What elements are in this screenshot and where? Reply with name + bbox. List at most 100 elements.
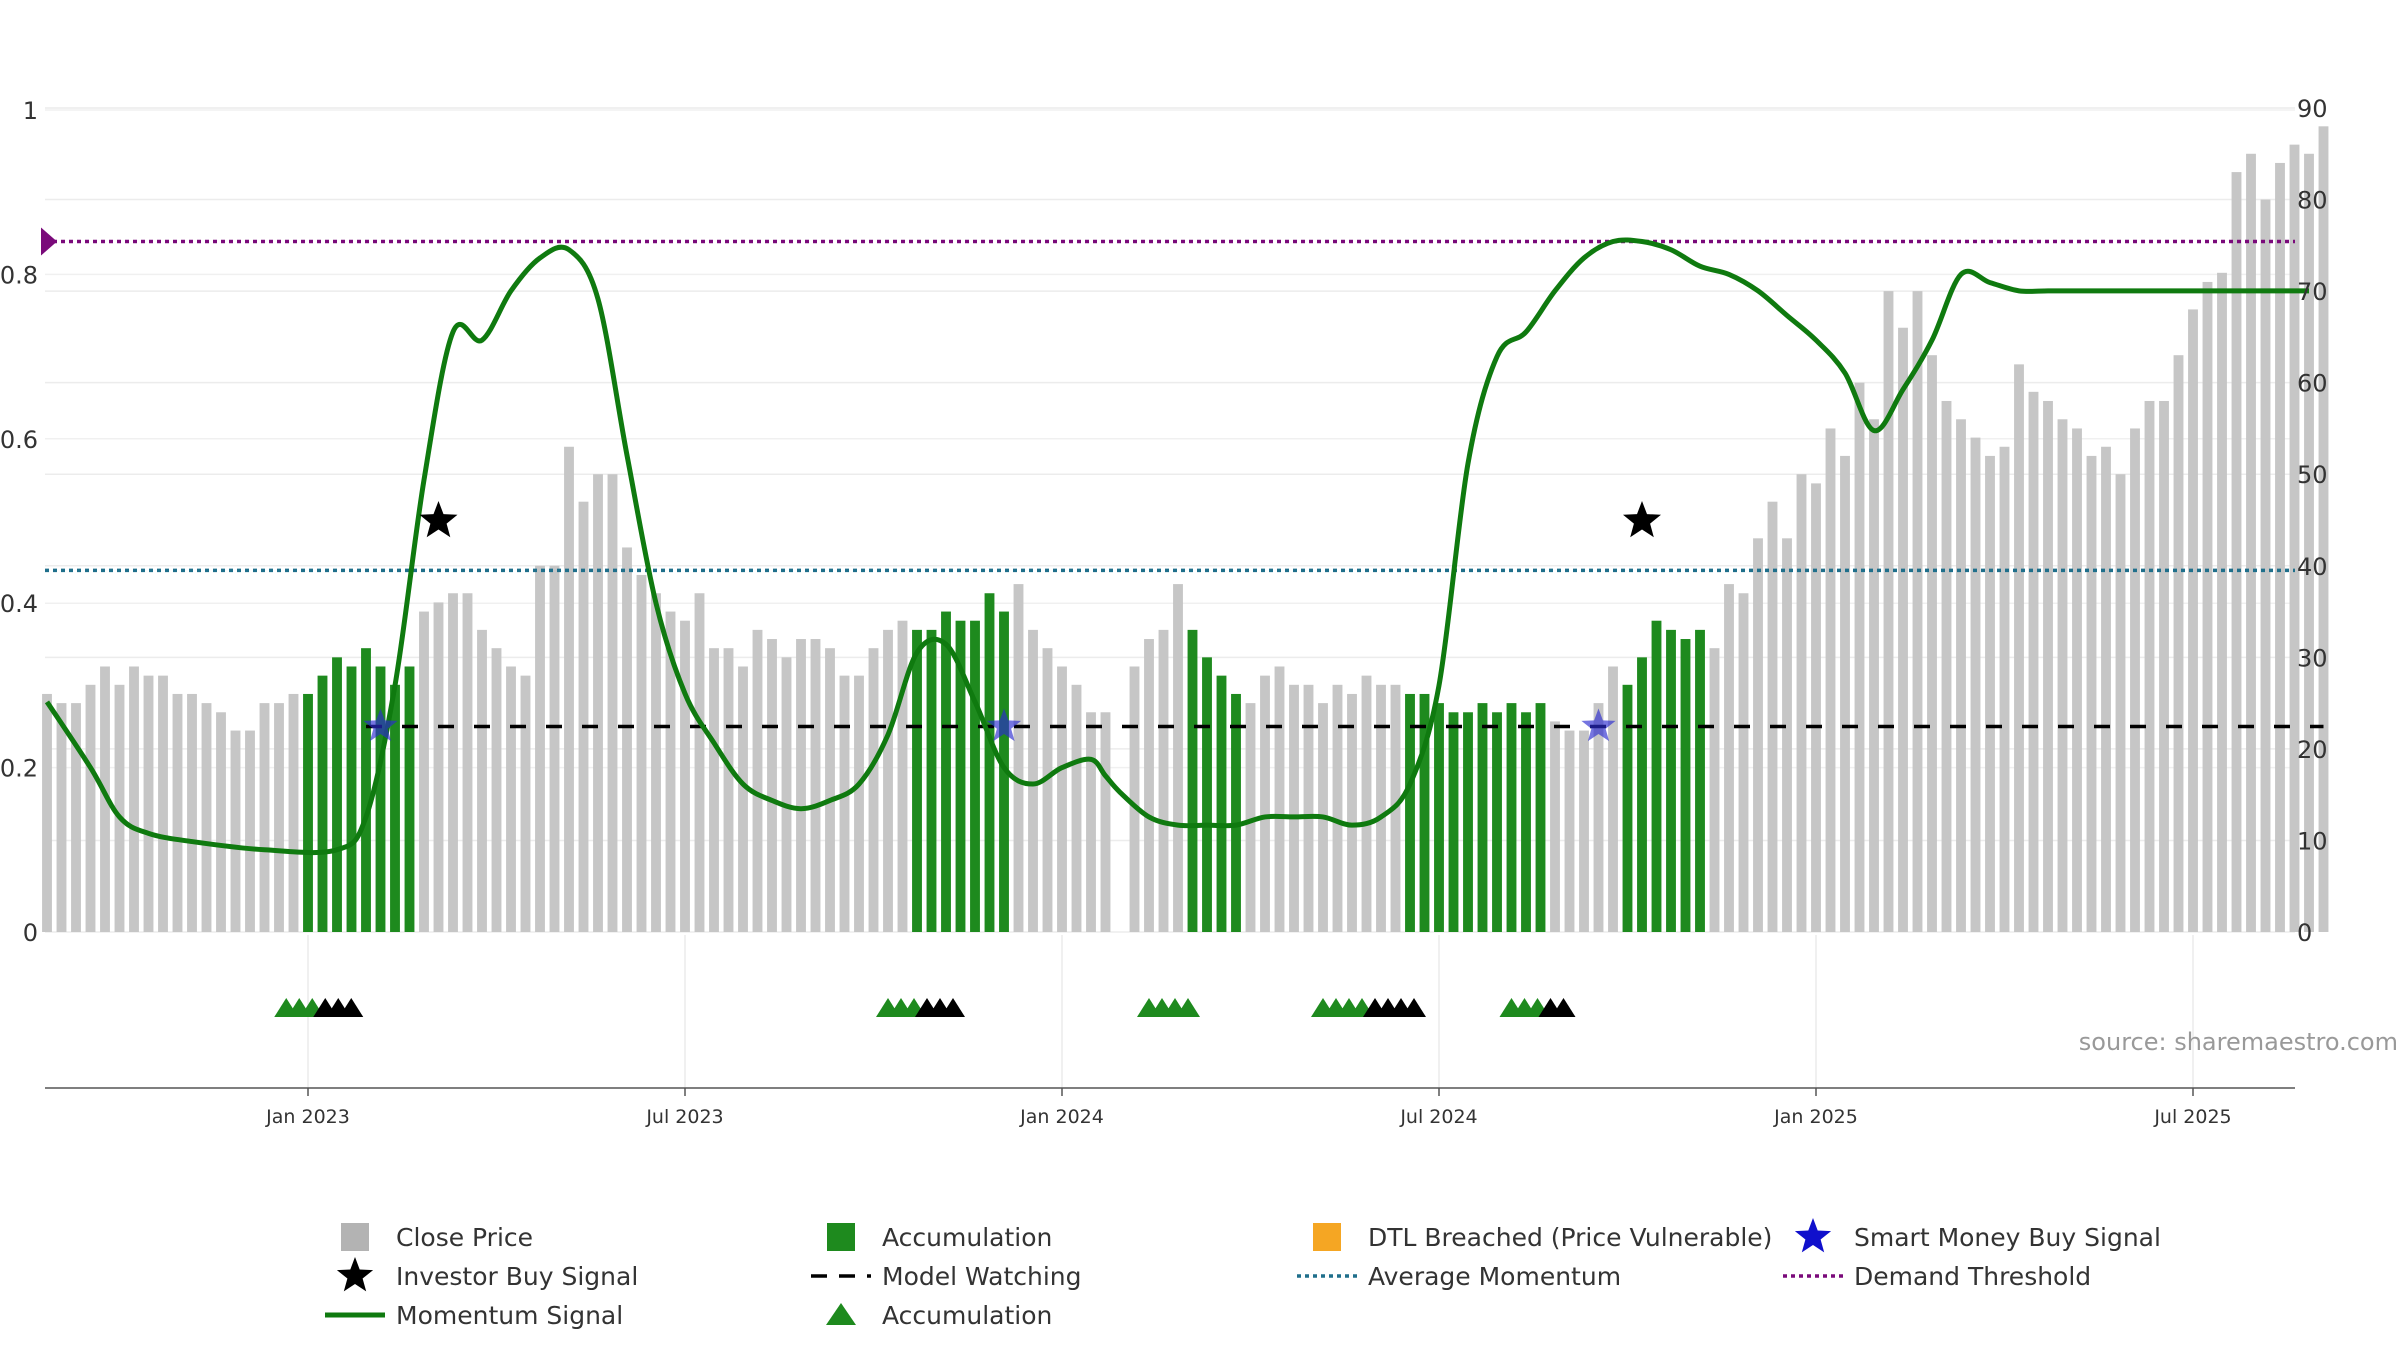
close-price-bar xyxy=(767,639,777,932)
left-axis-tick-label: 0.6 xyxy=(0,426,38,454)
x-tick-label: Jan 2025 xyxy=(1773,1106,1858,1128)
close-price-bar xyxy=(1999,446,2010,932)
close-price-bar xyxy=(1840,455,1850,932)
close-price-bar xyxy=(1767,501,1778,932)
close-price-bar xyxy=(1347,693,1357,932)
close-price-bar xyxy=(1057,666,1067,932)
close-price-bar xyxy=(1260,675,1270,932)
close-price-bar xyxy=(2188,309,2198,932)
x-tick-label: Jan 2024 xyxy=(1019,1106,1104,1128)
accumulation-bar xyxy=(1405,693,1415,932)
accumulation-bar xyxy=(375,666,386,932)
accumulation-triangle xyxy=(339,998,364,1017)
accumulation-bar xyxy=(1695,629,1705,932)
accumulation-triangle-group xyxy=(1311,998,1426,1017)
x-tick-label: Jul 2025 xyxy=(2153,1106,2231,1128)
close-price-bar xyxy=(1086,712,1096,932)
close-price-bar xyxy=(216,712,226,932)
accumulation-bar xyxy=(1419,693,1430,932)
close-price-bar xyxy=(245,730,255,932)
close-price-bar xyxy=(578,501,589,932)
close-price-bar xyxy=(1753,538,1763,932)
legend-item: Accumulation xyxy=(826,1301,1052,1330)
accumulation-triangle-group xyxy=(274,998,364,1017)
close-price-bar xyxy=(42,693,52,932)
close-price-bar xyxy=(1738,593,1749,932)
close-price-bar xyxy=(2043,400,2053,932)
close-price-bar xyxy=(2260,199,2271,933)
close-price-bar xyxy=(187,693,197,932)
close-price-bar xyxy=(665,611,676,932)
close-price-bar xyxy=(1173,584,1183,932)
close-price-bar xyxy=(158,675,168,932)
close-price-bar xyxy=(462,593,473,932)
legend-label: Demand Threshold xyxy=(1854,1262,2091,1291)
demand-threshold-marker xyxy=(41,227,57,256)
close-price-bar xyxy=(2057,419,2068,932)
legend-item: Average Momentum xyxy=(1297,1262,1621,1291)
accumulation-bar xyxy=(361,648,371,932)
accumulation-bar xyxy=(1477,703,1488,932)
close-price-bar xyxy=(1550,721,1560,932)
close-price-bar xyxy=(607,474,618,932)
close-price-bar xyxy=(535,565,545,932)
accumulation-bar xyxy=(1680,639,1691,932)
momentum-signal-line xyxy=(44,237,2309,856)
accumulation-bar xyxy=(1202,657,1212,932)
right-axis-tick-label: 60 xyxy=(2297,370,2328,398)
close-price-bar xyxy=(593,474,603,932)
close-price-bar xyxy=(2115,474,2126,932)
close-price-bar xyxy=(201,703,212,932)
x-tick-label: Jul 2024 xyxy=(1399,1106,1477,1128)
accumulation-bar xyxy=(317,675,328,932)
close-price-bar xyxy=(1289,684,1299,932)
close-price-bar xyxy=(2173,355,2184,932)
right-axis-tick-label: 80 xyxy=(2297,187,2328,215)
close-price-bar xyxy=(1796,474,1807,932)
square-icon xyxy=(1313,1223,1341,1251)
close-price-bar xyxy=(1724,584,1734,932)
close-price-bar xyxy=(1274,666,1285,932)
close-price-bar xyxy=(1028,629,1038,932)
accumulation-bar xyxy=(999,611,1009,932)
close-price-bar xyxy=(1970,437,1981,932)
close-price-bar xyxy=(2318,126,2329,933)
right-axis-tick-label: 70 xyxy=(2297,278,2328,306)
close-price-bar xyxy=(2217,272,2227,932)
close-price-bar xyxy=(1158,629,1169,932)
legend-item: Demand Threshold xyxy=(1783,1262,2091,1291)
accumulation-bar xyxy=(1434,703,1444,932)
accumulation-bar xyxy=(1521,712,1531,932)
close-price-bar xyxy=(100,666,110,932)
accumulation-bar xyxy=(1231,693,1241,932)
legend-item: Close Price xyxy=(341,1223,533,1252)
accumulation-bar xyxy=(303,693,313,932)
close-price-bar xyxy=(883,629,893,932)
accumulation-triangle xyxy=(1551,998,1576,1017)
close-price-bar xyxy=(506,666,516,932)
close-price-bar xyxy=(2072,428,2082,932)
legend-item: Investor Buy Signal xyxy=(336,1257,638,1292)
close-price-bar xyxy=(1883,291,1894,933)
accumulation-bar xyxy=(346,666,357,932)
legend-item: Momentum Signal xyxy=(325,1301,623,1330)
smart-money-buy-signal-star xyxy=(986,708,1022,742)
close-price-bar xyxy=(2086,455,2097,932)
close-price-bar xyxy=(2231,172,2242,933)
accumulation-bar xyxy=(1216,675,1227,932)
right-axis-tick-label: 10 xyxy=(2297,827,2328,855)
close-price-bar xyxy=(2144,400,2155,932)
square-icon xyxy=(827,1223,855,1251)
legend-item: DTL Breached (Price Vulnerable) xyxy=(1313,1223,1772,1252)
close-price-bar xyxy=(2275,162,2285,932)
accumulation-bar xyxy=(1651,620,1662,932)
close-price-bar xyxy=(1129,666,1140,932)
close-price-bar xyxy=(796,639,806,932)
accumulation-bar xyxy=(984,593,995,932)
smart-money-buy-signal-star xyxy=(363,708,398,742)
close-price-bar xyxy=(738,666,748,932)
close-price-bar xyxy=(477,629,487,932)
close-price-bar xyxy=(2101,446,2111,932)
close-price-bar xyxy=(810,639,821,932)
